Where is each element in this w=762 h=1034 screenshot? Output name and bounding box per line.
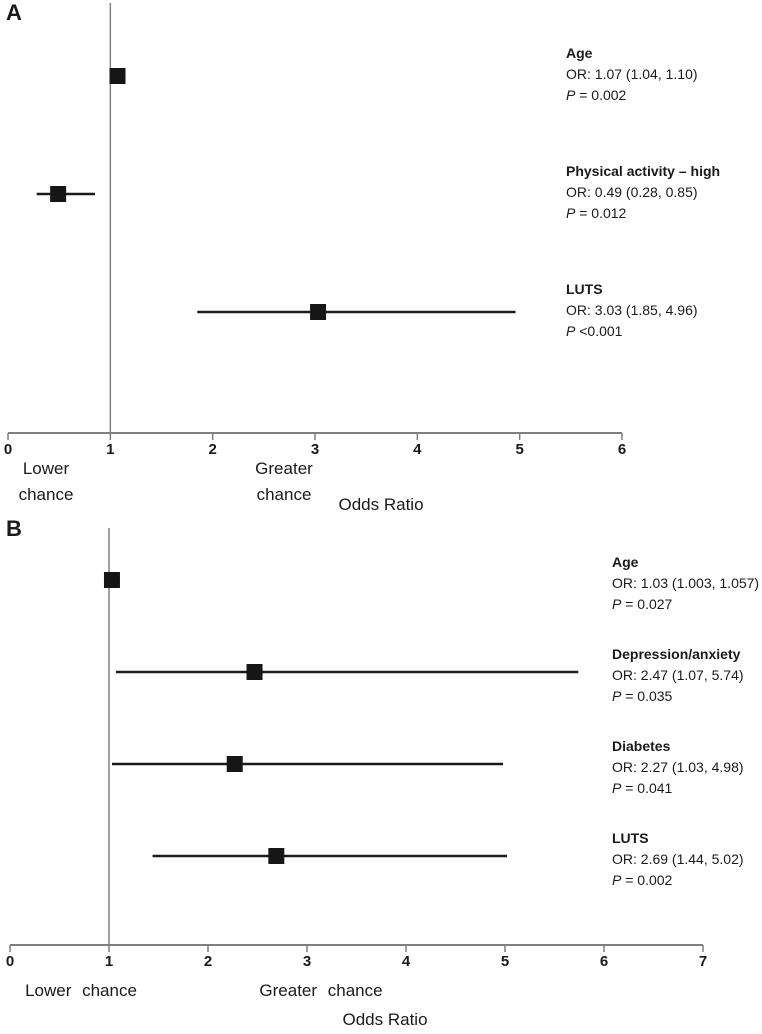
row-label: LUTS (612, 830, 649, 846)
row-p-value: P = 0.002 (612, 872, 673, 888)
row-label: Diabetes (612, 738, 671, 754)
row-label: Age (612, 554, 639, 570)
x-tick-label: 3 (310, 441, 320, 458)
p-symbol: P (566, 323, 576, 339)
row-p-value: P <0.001 (566, 323, 623, 339)
row-label: LUTS (566, 281, 603, 297)
row-p-value: P = 0.012 (566, 205, 627, 221)
row-label: Physical activity – high (566, 163, 721, 179)
x-tick-label: 7 (698, 953, 708, 970)
or-marker (226, 756, 243, 772)
row-annotation: Physical activity – high OR: 0.49 (0.28, … (566, 161, 720, 224)
row-p-value: P = 0.041 (612, 780, 673, 796)
x-tick-label: 2 (208, 441, 217, 458)
p-symbol: P (612, 780, 622, 796)
row-annotation: LUTS OR: 2.69 (1.44, 5.02) P = 0.002 (612, 828, 744, 891)
row-annotation: Depression/anxiety OR: 2.47 (1.07, 5.74) P… (612, 644, 744, 707)
x-tick-label: 6 (617, 441, 627, 458)
row-or-value: OR: 2.47 (1.07, 5.74) (612, 667, 744, 683)
row-or-value: OR: 2.69 (1.44, 5.02) (612, 851, 744, 867)
row-annotation: Diabetes OR: 2.27 (1.03, 4.98) P = 0.041 (612, 736, 744, 799)
row-label: Age (566, 45, 593, 61)
x-tick-label: 1 (104, 953, 114, 970)
row-annotation: LUTS OR: 3.03 (1.85, 4.96) P <0.001 (566, 279, 698, 342)
row-annotation: Age OR: 1.07 (1.04, 1.10) P = 0.002 (566, 43, 698, 106)
x-tick-label: 4 (401, 953, 411, 970)
x-tick-label: 5 (500, 953, 510, 970)
row-or-value: OR: 3.03 (1.85, 4.96) (566, 302, 698, 318)
x-tick-label: 5 (515, 441, 524, 458)
x-tick-label: 1 (106, 441, 115, 458)
row-p-value: P = 0.027 (612, 596, 673, 612)
p-symbol: P (566, 205, 576, 221)
p-symbol: P (612, 688, 622, 704)
odds-ratio-axis-title: Odds Ratio (338, 495, 424, 514)
or-marker (109, 68, 126, 84)
lower-chance-label: Lower chance (18, 459, 74, 504)
row-or-value: OR: 0.49 (0.28, 0.85) (566, 184, 698, 200)
or-marker (103, 572, 120, 588)
row-annotation: Age OR: 1.03 (1.003, 1.057) P = 0.027 (612, 552, 759, 615)
x-tick-label: 6 (599, 953, 609, 970)
panel-letter-b: B (6, 516, 22, 541)
p-symbol: P (612, 872, 622, 888)
p-symbol: P (612, 596, 622, 612)
panel-letter-a: A (6, 0, 22, 25)
lower-chance-label: Lower chance (25, 981, 137, 1000)
greater-chance-label: Greater chance (255, 459, 313, 504)
p-symbol: P (566, 87, 576, 103)
or-marker (50, 186, 67, 202)
or-marker (268, 848, 285, 864)
row-label: Depression/anxiety (612, 646, 741, 662)
odds-ratio-axis-title: Odds Ratio (342, 1010, 428, 1029)
or-marker (246, 664, 263, 680)
row-or-value: OR: 1.03 (1.003, 1.057) (612, 575, 760, 591)
or-marker (310, 304, 327, 320)
x-tick-label: 0 (3, 441, 13, 458)
x-tick-label: 3 (302, 953, 312, 970)
row-or-value: OR: 2.27 (1.03, 4.98) (612, 759, 744, 775)
row-p-value: P = 0.035 (612, 688, 673, 704)
row-or-value: OR: 1.07 (1.04, 1.10) (566, 66, 698, 82)
x-tick-label: 0 (5, 953, 15, 970)
greater-chance-label: Greater chance (259, 981, 383, 1000)
x-tick-label: 4 (413, 441, 422, 458)
row-p-value: P = 0.002 (566, 87, 627, 103)
x-tick-label: 2 (203, 953, 213, 970)
